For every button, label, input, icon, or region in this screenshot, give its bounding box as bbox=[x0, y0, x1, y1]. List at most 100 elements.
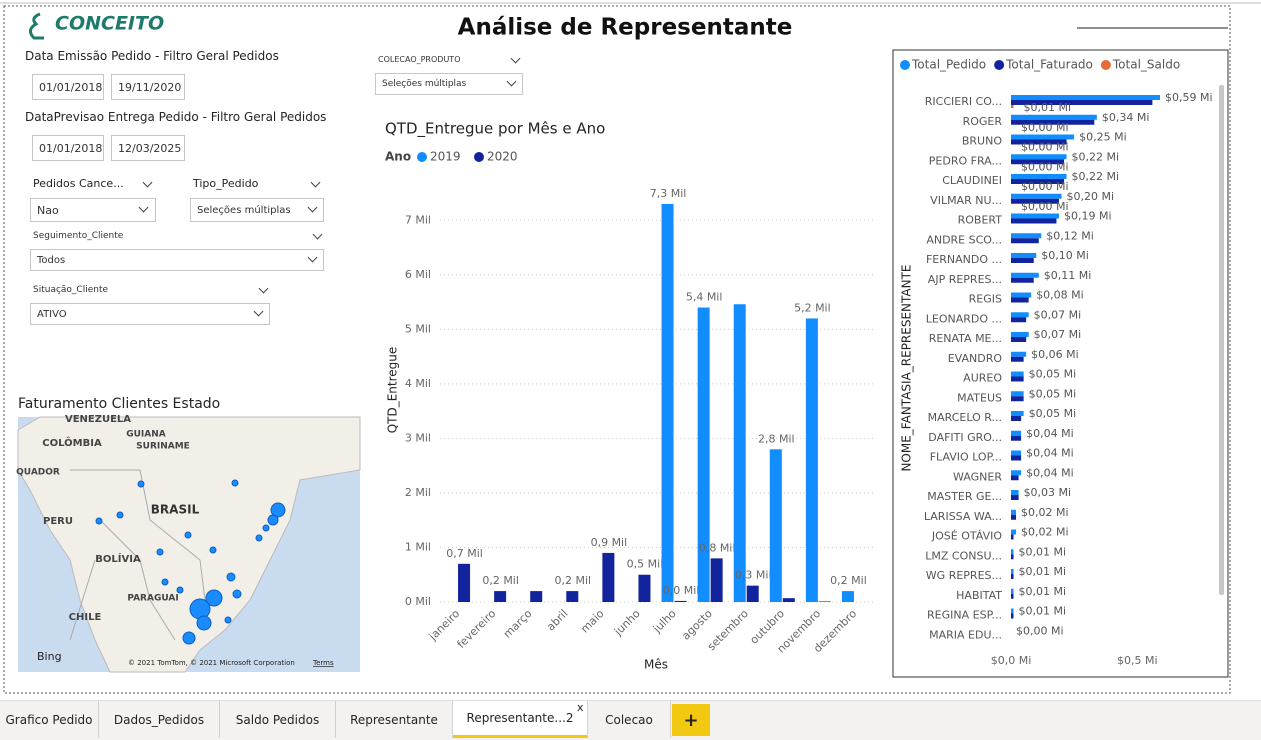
y-tick-label: 2 Mil bbox=[405, 486, 431, 499]
bar bbox=[494, 591, 507, 602]
bar bbox=[1011, 455, 1022, 461]
data-label: $0,04 Mi bbox=[1026, 447, 1074, 460]
x-axis-label: Mês bbox=[644, 658, 668, 672]
filter-label: DataPrevisao Entrega Pedido - Filtro Ger… bbox=[25, 110, 327, 124]
date-input[interactable]: 01/01/2018 bbox=[32, 135, 104, 161]
add-tab[interactable]: + bbox=[672, 704, 710, 736]
map-label: VENEZUELA bbox=[65, 414, 131, 425]
x-tick-label: $0,0 Mi bbox=[991, 654, 1032, 667]
scrollbar[interactable] bbox=[1219, 85, 1224, 595]
bar bbox=[1011, 475, 1019, 481]
x-tick-label: $0,5 Mi bbox=[1117, 654, 1158, 667]
dropdown-label: Situação_Cliente bbox=[33, 285, 109, 295]
legend-marker bbox=[994, 60, 1005, 70]
x-tick-label: abril bbox=[544, 607, 570, 633]
bar bbox=[1011, 411, 1024, 416]
data-label: 5,2 Mil bbox=[794, 301, 831, 314]
tab[interactable]: Saldo Pedidos bbox=[220, 701, 336, 738]
data-label: $0,07 Mi bbox=[1034, 328, 1082, 341]
data-label: 0,3 Mil bbox=[735, 569, 772, 582]
map-label: SURINAME bbox=[136, 442, 190, 452]
dropdown[interactable]: Nao bbox=[30, 198, 156, 222]
data-label: $0,00 Mi bbox=[1021, 160, 1069, 173]
tab[interactable]: Dados_Pedidos bbox=[99, 701, 220, 738]
y-tick-label: REGIS bbox=[969, 293, 1002, 306]
close-tab[interactable]: x bbox=[577, 701, 584, 714]
bar bbox=[1011, 134, 1075, 140]
y-tick-label: JOSÉ OTÁVIO bbox=[931, 530, 1002, 543]
data-label: $0,00 Mi bbox=[1021, 200, 1069, 213]
legend-label: 2020 bbox=[487, 150, 518, 164]
bar bbox=[841, 591, 854, 602]
date-input[interactable]: 19/11/2020 bbox=[111, 74, 185, 100]
data-label: $0,25 Mi bbox=[1079, 131, 1127, 144]
bar bbox=[1011, 154, 1067, 160]
bar bbox=[1011, 529, 1017, 535]
dropdown-label: Pedidos Cance... bbox=[33, 177, 124, 190]
y-tick-label: REGINA ESP... bbox=[927, 609, 1002, 622]
bar bbox=[1011, 174, 1067, 179]
tab[interactable]: Representante bbox=[336, 701, 453, 738]
date-input[interactable]: 01/01/2018 bbox=[32, 74, 104, 100]
data-label: $0,00 Mi bbox=[1016, 624, 1064, 637]
bar bbox=[602, 552, 615, 602]
map-brand: Bing bbox=[37, 650, 62, 663]
x-tick-label: maio bbox=[578, 607, 607, 636]
data-label: 0,2 Mil bbox=[554, 574, 591, 587]
data-label: 0,8 Mil bbox=[699, 541, 736, 554]
dropdown[interactable]: Todos bbox=[30, 249, 324, 271]
bar bbox=[1011, 470, 1022, 476]
map-bubbles bbox=[95, 479, 286, 645]
y-tick-label: 0 Mil bbox=[405, 595, 431, 608]
page-title: Análise de Representante bbox=[458, 15, 793, 41]
data-label: $0,20 Mi bbox=[1067, 190, 1115, 203]
data-label: 5,4 Mil bbox=[686, 291, 723, 304]
map-label: COLÔMBIA bbox=[42, 436, 102, 449]
bar bbox=[1011, 509, 1017, 515]
legend-marker bbox=[1100, 60, 1111, 70]
y-tick-label: 1 Mil bbox=[405, 540, 431, 553]
bar bbox=[1011, 416, 1022, 421]
bar bbox=[1011, 297, 1029, 303]
map-terms[interactable]: Terms bbox=[312, 659, 334, 667]
tab[interactable]: Representante...2 bbox=[453, 701, 588, 738]
dropdown[interactable]: Seleções múltiplas bbox=[190, 198, 324, 222]
y-tick-label: ANDRE SCO... bbox=[926, 233, 1002, 246]
tab[interactable]: Grafico Pedido bbox=[0, 701, 99, 738]
legend-label: Total_Saldo bbox=[1112, 58, 1180, 72]
bar bbox=[1011, 435, 1022, 441]
y-tick-label: LARISSA WA... bbox=[924, 510, 1002, 523]
legend-marker bbox=[417, 152, 427, 162]
bar bbox=[1011, 105, 1014, 108]
y-axis-label: QTD_Entregue bbox=[386, 347, 400, 434]
data-label: 0,5 Mil bbox=[627, 558, 664, 571]
bar bbox=[782, 598, 795, 602]
tab[interactable]: Colecao bbox=[588, 701, 671, 738]
data-label: $0,12 Mi bbox=[1046, 229, 1094, 242]
data-label: $0,01 Mi bbox=[1019, 565, 1067, 578]
dropdown[interactable]: Seleções múltiplas bbox=[375, 73, 523, 95]
bar bbox=[697, 307, 710, 602]
data-label: $0,59 Mi bbox=[1165, 91, 1213, 104]
bar bbox=[1011, 317, 1027, 323]
date-input[interactable]: 12/03/2025 bbox=[111, 135, 185, 161]
map-attribution: © 2021 TomTom, © 2021 Microsoft Corporat… bbox=[128, 659, 295, 667]
bar bbox=[1011, 608, 1014, 614]
data-label: $0,00 Mi bbox=[1021, 121, 1069, 134]
map-label: BRASIL bbox=[151, 503, 200, 517]
dropdown[interactable]: ATIVO bbox=[30, 303, 270, 325]
y-tick-label: DAFITI GRO... bbox=[928, 431, 1002, 444]
y-tick-label: 7 Mil bbox=[405, 213, 431, 226]
map-label: PARAGUAI bbox=[127, 594, 178, 604]
data-label: $0,10 Mi bbox=[1041, 249, 1089, 262]
bar bbox=[1011, 554, 1014, 560]
bar bbox=[1011, 588, 1014, 594]
x-tick-label: fevereiro bbox=[454, 607, 498, 651]
data-label: $0,00 Mi bbox=[1021, 180, 1069, 193]
bar bbox=[1011, 272, 1039, 278]
y-tick-label: 6 Mil bbox=[405, 268, 431, 281]
data-label: $0,22 Mi bbox=[1072, 150, 1120, 163]
bar bbox=[1011, 549, 1014, 555]
data-label: $0,11 Mi bbox=[1044, 269, 1092, 282]
